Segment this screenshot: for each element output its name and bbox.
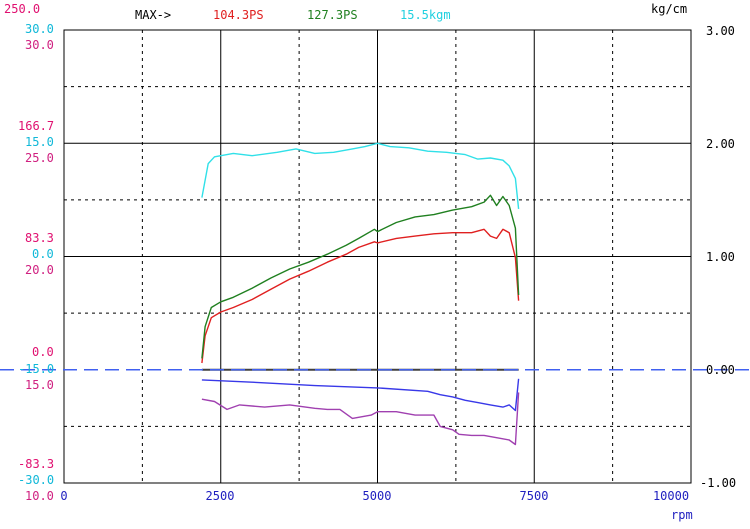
left-tick-label: -83.3 [18,457,54,471]
series-line-2 [201,228,520,364]
max-torque-cyan: 15.5kgm [400,8,451,22]
left-tick-label: 0.0 [32,345,54,359]
left-tick-label: 25.0 [25,151,54,165]
left-tick-label: 30.0 [25,22,54,36]
x-axis-unit: rpm [671,508,693,522]
left-scale-red: 250.0 166.7 83.3 0.0 -83.3 [4,2,54,471]
right-tick-label: 1.00 [706,250,735,264]
max-power-green: 127.3PS [307,8,358,22]
right-axis-unit: kg/cm [651,2,687,16]
left-tick-label: 10.0 [25,489,54,503]
left-tick-label: 83.3 [25,231,54,245]
x-axis: 0 2500 5000 7500 10000 rpm [60,489,692,522]
series-line-3 [201,194,520,359]
grid [64,30,691,483]
right-tick-label: 0.00 [706,363,735,377]
plot-frame [63,29,692,484]
right-tick-label: -1.00 [700,476,736,490]
x-tick-label: 10000 [653,489,689,503]
left-tick-label: -30.0 [18,473,54,487]
left-tick-label: 250.0 [4,2,40,16]
x-tick-label: 0 [60,489,67,503]
x-tick-label: 7500 [520,489,549,503]
series-line-1 [201,142,520,209]
left-tick-label: 30.0 [25,38,54,52]
left-scale-cyan: 30.0 15.0 0.0 -15.0 -30.0 [18,22,54,487]
left-tick-label: 0.0 [32,247,54,261]
max-label: MAX-> [135,8,171,22]
max-power-red: 104.3PS [213,8,264,22]
series-line-5 [201,392,520,446]
left-tick-label: 15.0 [25,378,54,392]
left-tick-label: 166.7 [18,119,54,133]
series-group [201,142,520,446]
right-axis: 3.00 2.00 1.00 0.00 -1.00 [700,24,736,490]
left-scale-magenta: 30.0 25.0 20.0 15.0 10.0 [25,38,54,503]
left-tick-label: 15.0 [25,135,54,149]
right-tick-label: 3.00 [706,24,735,38]
left-tick-label: 20.0 [25,263,54,277]
header: MAX-> 104.3PS 127.3PS 15.5kgm kg/cm [135,2,687,22]
x-tick-label: 2500 [206,489,235,503]
x-tick-label: 5000 [363,489,392,503]
right-tick-label: 2.00 [706,137,735,151]
left-tick-label: -15.0 [18,362,54,376]
series-line-4 [201,378,520,412]
